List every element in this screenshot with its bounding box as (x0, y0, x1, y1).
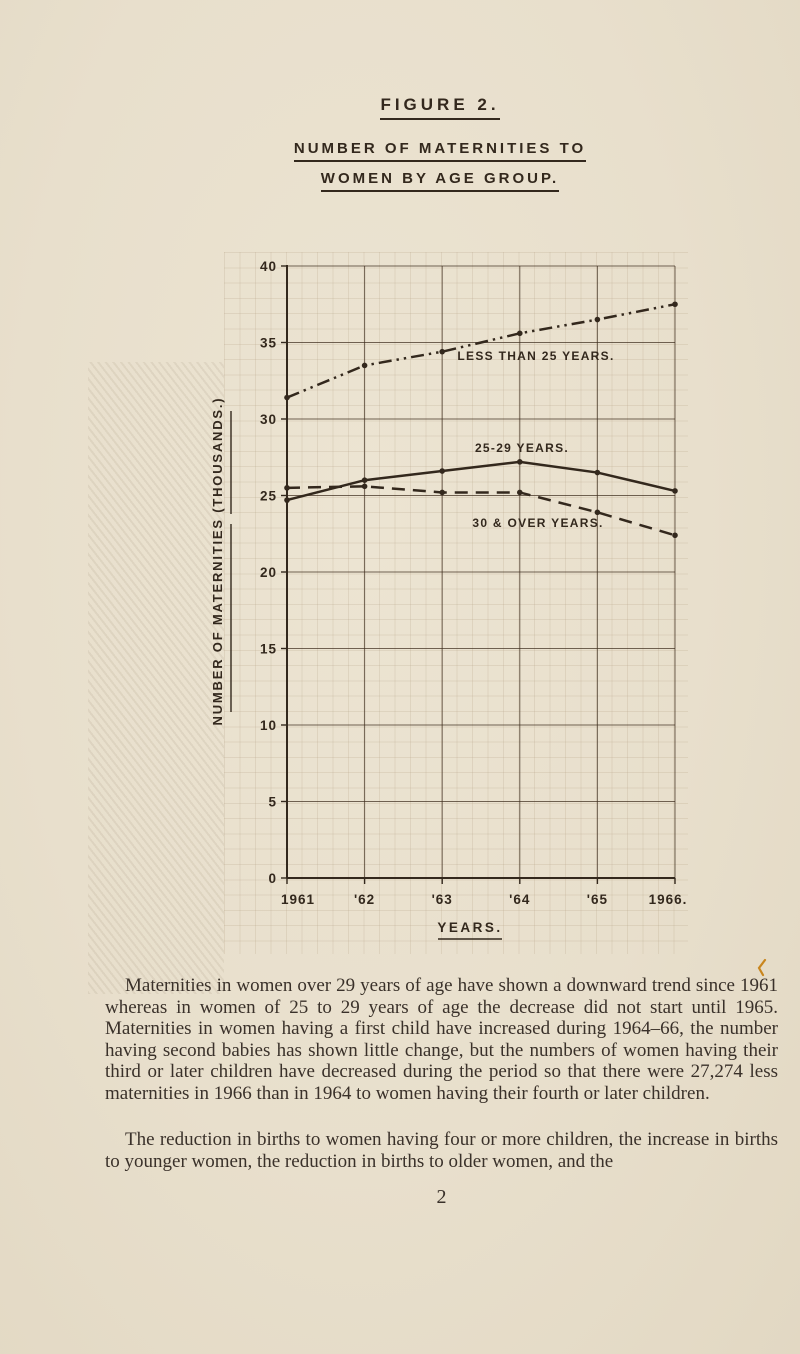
figure-title-line2: WOMEN BY AGE GROUP. (320, 170, 560, 192)
paper-texture (88, 362, 224, 994)
data-point-25-29-years-1963 (439, 468, 446, 474)
series-line-30-over-years (286, 485, 676, 537)
y-tick-label: 5 (268, 795, 277, 810)
data-point-less-than-25-years-1966 (672, 301, 678, 308)
figure-title-row-1: NUMBER OF MATERNITIES TO (107, 140, 773, 162)
x-tick-label: 1966. (649, 892, 688, 907)
x-tick-label: '64 (509, 892, 530, 907)
y-tick-label: 20 (260, 565, 277, 580)
y-tick-label: 40 (260, 259, 277, 274)
data-point-30-over-years-1962 (361, 483, 368, 490)
body-paragraph-2: The reduction in births to women having … (105, 1129, 778, 1172)
y-tick-label: 15 (260, 642, 277, 657)
data-point-30-over-years-1964 (517, 489, 523, 496)
y-tick-label: 25 (260, 489, 277, 504)
figure-title-line1: NUMBER OF MATERNITIES TO (293, 140, 587, 162)
series-line-less-than-25-years (286, 303, 676, 399)
data-point-less-than-25-years-1962 (361, 362, 368, 369)
series-line-25-29-years (286, 460, 676, 502)
data-point-25-29-years-1966 (672, 488, 678, 494)
chart-svg: 0 5 10 15 20 25 30 35 40 1961 '62 '63 '64 '65 1966. YEA… (210, 259, 688, 940)
body-paragraph-1: Maternities in women over 29 years of ag… (105, 975, 778, 1104)
y-tick-label: 35 (260, 336, 277, 351)
series-label-30-over-years: 30 & OVER YEARS. (472, 516, 603, 530)
figure-title-row-2: WOMEN BY AGE GROUP. (107, 170, 773, 192)
maternities-line-chart: 0 5 10 15 20 25 30 35 40 1961 '62 '63 '64 '65 1966. YEA… (210, 259, 688, 940)
y-tick-label: 10 (260, 718, 277, 733)
data-point-less-than-25-years-1964 (517, 330, 523, 337)
data-point-30-over-years-1961 (284, 485, 290, 491)
x-tick-label: 1961 (281, 892, 315, 907)
y-axis-title: NUMBER OF MATERNITIES (THOUSANDS.) (210, 397, 225, 726)
series-label-25-29-years: 25-29 YEARS. (475, 441, 569, 455)
data-point-30-over-years-1966 (672, 532, 678, 539)
data-point-25-29-years-1965 (594, 469, 601, 476)
ink-mark-artifact (757, 958, 767, 977)
figure-label: FIGURE 2. (380, 95, 500, 120)
page-number: 2 (436, 1186, 447, 1208)
data-point-30-over-years-1963 (439, 489, 446, 496)
y-tick-label: 30 (260, 412, 277, 427)
graph-paper-fine-grid (224, 252, 688, 954)
x-axis-title: YEARS. (437, 920, 502, 935)
figure-label-row: FIGURE 2. (107, 95, 773, 120)
data-point-30-over-years-1965 (594, 509, 601, 516)
data-point-less-than-25-years-1965 (594, 316, 601, 323)
data-point-25-29-years-1961 (284, 497, 290, 503)
y-tick-label: 0 (268, 871, 277, 886)
data-point-25-29-years-1962 (361, 477, 368, 484)
data-point-25-29-years-1964 (517, 459, 523, 465)
x-tick-label: '62 (354, 892, 375, 907)
data-point-less-than-25-years-1961 (284, 394, 290, 401)
x-tick-label: '65 (587, 892, 608, 907)
data-point-less-than-25-years-1963 (439, 348, 446, 355)
x-tick-label: '63 (432, 892, 453, 907)
series-label-less-than-25-years: LESS THAN 25 YEARS. (457, 349, 614, 363)
